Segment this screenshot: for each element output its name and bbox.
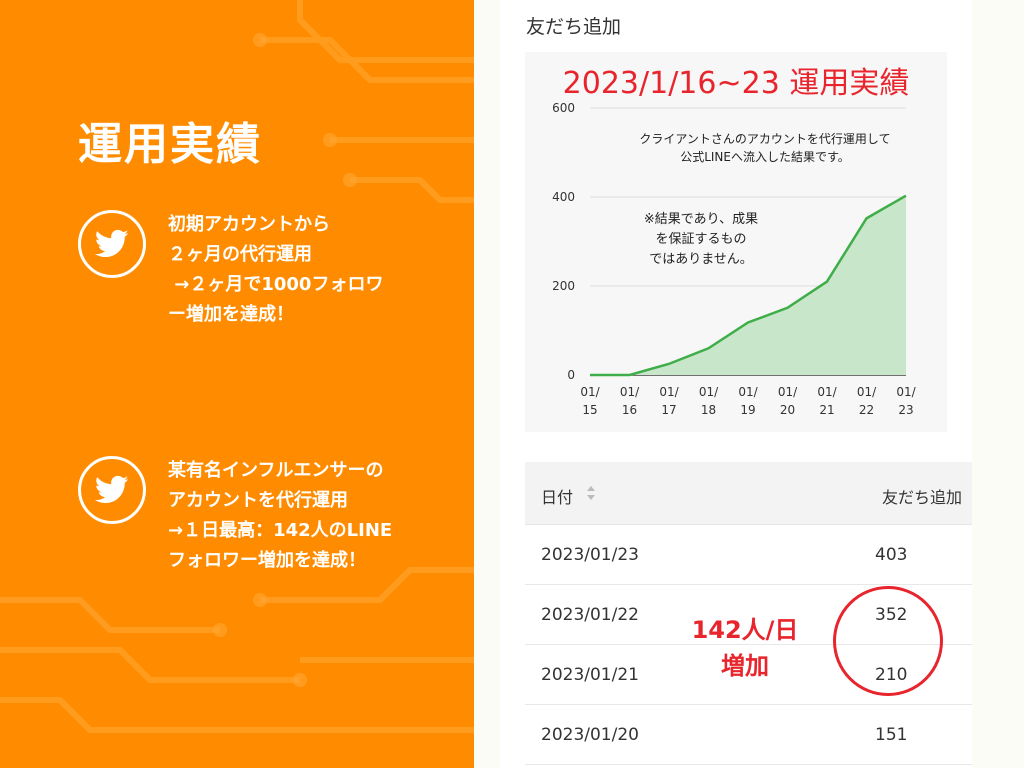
series-area: [590, 195, 906, 375]
section-title: 友だち追加: [526, 16, 622, 38]
row-date: 2023/01/22: [541, 605, 639, 625]
achievement-block-2: 某有名インフルエンサーの アカウントを代行運用 →１日最高：142人のLINE …: [78, 456, 458, 586]
twitter-bird-icon: [95, 229, 129, 258]
row-date: 2023/01/21: [541, 665, 639, 685]
friends-added-chart: 0 200 400 600 01/15 01/16 01/17 01/18 01/19 01/20…: [552, 101, 917, 417]
x-tick-label-bottom: 22: [859, 403, 874, 417]
x-tick-label-top: 01/: [659, 385, 679, 399]
friends-table: 日付 友だち追加 2023/01/23 403 2023/01/22 352 2…: [525, 462, 972, 765]
left-panel: 運用実績 初期アカウントから ２ヶ月の代行運用 →２ヶ月で1000フォロワ ー増…: [0, 0, 474, 768]
y-tick-label: 0: [567, 368, 575, 382]
growth-annotation: 142人/日 増加: [690, 612, 800, 684]
x-tick-label-bottom: 17: [661, 403, 676, 417]
x-tick-label-bottom: 19: [740, 403, 755, 417]
row-date: 2023/01/20: [541, 725, 639, 745]
chart-heading: 2023/1/16~23 運用実績: [562, 66, 910, 101]
page-title: 運用実績: [78, 119, 262, 170]
row-value: 403: [875, 545, 908, 565]
client-note: クライアントさんのアカウントを代行運用して 公式LINEへ流入した結果です。: [639, 132, 891, 164]
achievement-block-1: 初期アカウントから ２ヶ月の代行運用 →２ヶ月で1000フォロワ ー増加を達成！: [78, 210, 458, 340]
achievement-text-1: 初期アカウントから ２ヶ月の代行運用 →２ヶ月で1000フォロワ ー増加を達成！: [168, 214, 384, 325]
x-tick-label-bottom: 21: [819, 403, 834, 417]
column-header-friends-added: 友だち追加: [881, 488, 962, 507]
x-tick-label-top: 01/: [699, 385, 719, 399]
y-tick-label: 400: [552, 190, 575, 204]
table-row: 2023/01/23 403: [525, 525, 972, 585]
x-tick-label-bottom: 15: [582, 403, 597, 417]
annotation-line-1: 142人/日: [691, 616, 799, 644]
highlight-circle: [833, 586, 943, 696]
row-value: 151: [875, 725, 908, 745]
achievement-text-2: 某有名インフルエンサーの アカウントを代行運用 →１日最高：142人のLINE …: [168, 460, 393, 571]
twitter-icon-circle: [78, 210, 146, 278]
y-tick-label: 200: [552, 279, 575, 293]
x-tick-label-bottom: 23: [898, 403, 913, 417]
twitter-bird-icon: [95, 475, 129, 504]
x-tick-label-top: 01/: [620, 385, 640, 399]
x-tick-label-top: 01/: [896, 385, 916, 399]
disclaimer-note: ※結果であり、成果 を保証するもの ではありません。: [643, 212, 759, 267]
circuit-background: [0, 0, 474, 733]
x-tick-label-bottom: 18: [701, 403, 716, 417]
annotation-line-2: 増加: [721, 652, 769, 680]
y-tick-label: 600: [552, 101, 575, 115]
x-tick-label-bottom: 20: [780, 403, 795, 417]
sort-icon[interactable]: [586, 485, 596, 501]
chart-container: 0 200 400 600 01/15 01/16 01/17 01/18 01/19 01/20…: [525, 52, 947, 432]
table-row: 2023/01/20 151: [525, 705, 972, 765]
column-header-date[interactable]: 日付: [541, 488, 574, 507]
x-tick-label-top: 01/: [817, 385, 837, 399]
table-header: 日付 友だち追加: [525, 462, 972, 525]
x-tick-label-bottom: 16: [622, 403, 637, 417]
row-date: 2023/01/23: [541, 545, 639, 565]
x-tick-label-top: 01/: [738, 385, 758, 399]
x-tick-label-top: 01/: [857, 385, 877, 399]
x-tick-label-top: 01/: [580, 385, 600, 399]
twitter-icon-circle: [78, 456, 146, 524]
x-tick-label-top: 01/: [778, 385, 798, 399]
